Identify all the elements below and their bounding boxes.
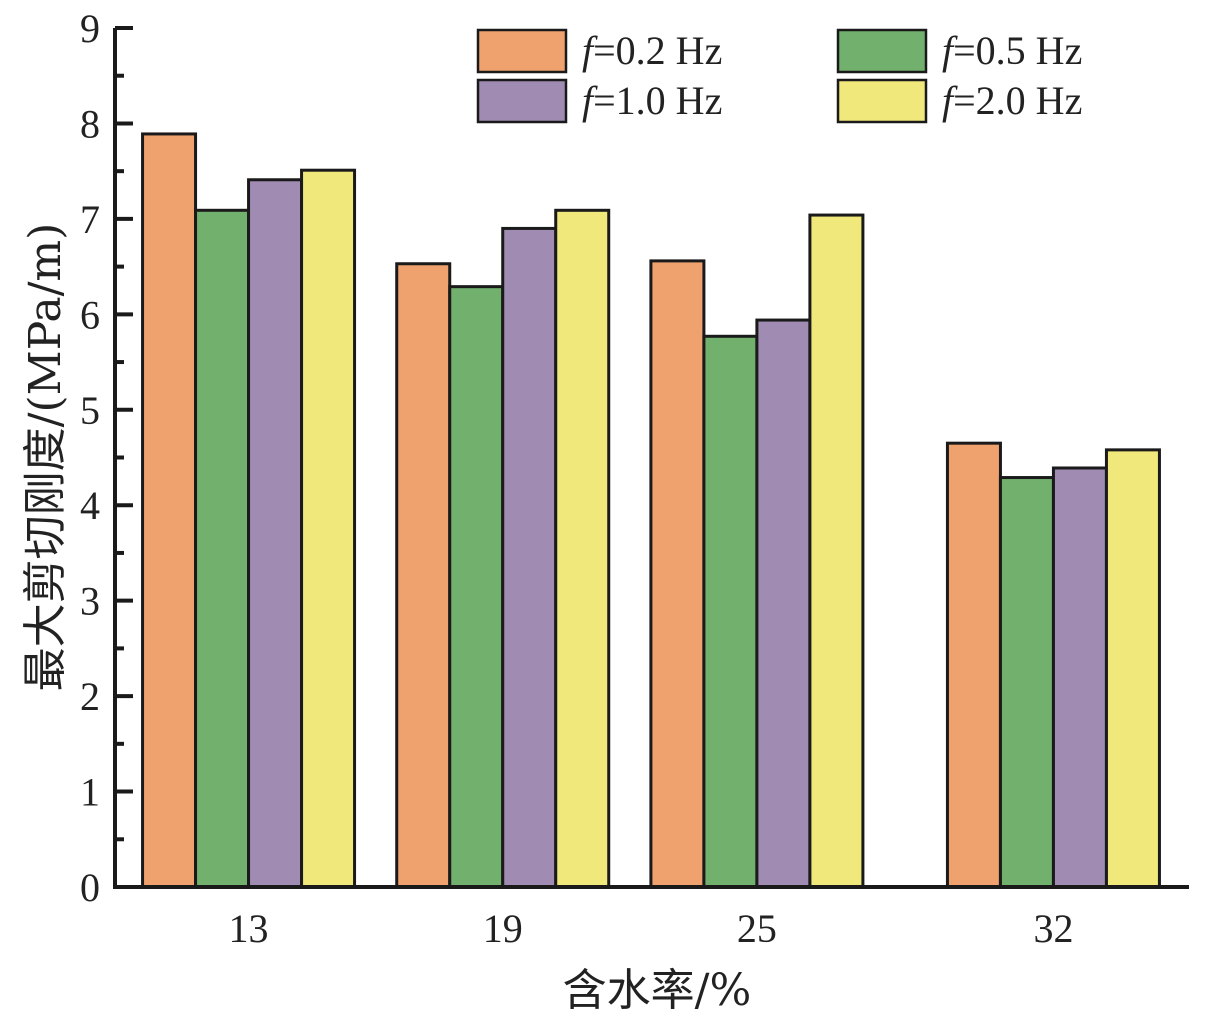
bar-13-series-4 [300,168,357,889]
bar-19-series-3 [501,226,558,889]
bar-13-series-3 [247,178,304,889]
y-tick-label: 1 [80,770,100,815]
x-tick-label: 13 [229,906,269,951]
bar-32-series-4 [1104,448,1161,889]
legend: f=0.2 Hz f=0.5 Hz f=1.0 Hz f=2.0 Hz [476,28,1082,124]
bar-32-series-1 [945,441,1002,889]
legend-swatch [836,28,928,74]
legend-item: f=1.0 Hz [476,78,722,124]
bar-19-series-2 [448,285,505,889]
y-tick-label: 6 [80,292,100,337]
legend-item: f=2.0 Hz [836,78,1082,124]
bar-19-series-1 [395,262,452,889]
bar-13-series-2 [194,208,251,889]
y-tick-label: 9 [80,6,100,51]
bar-32-series-3 [1051,466,1108,889]
y-tick-label: 2 [80,674,100,719]
legend-label: f=2.0 Hz [942,78,1082,123]
bar-25-series-3 [755,318,812,889]
bar-25-series-4 [808,213,865,889]
bar-25-series-1 [649,259,706,889]
x-axis-title: 含水率/% [563,965,752,1016]
y-tick-label: 8 [80,101,100,146]
y-tick-label: 4 [80,483,100,528]
y-tick-label: 3 [80,579,100,624]
legend-item: f=0.5 Hz [836,28,1082,74]
legend-swatch [476,78,568,124]
y-axis-title: 最大剪切刚度/(MPa/m) [20,223,71,692]
bars-layer [141,132,1161,889]
x-ticks-layer: 13 19 25 32 [229,906,1074,951]
y-tick-label: 0 [80,865,100,910]
bar-19-series-4 [554,208,611,889]
bar-25-series-2 [702,334,759,889]
legend-label: f=0.2 Hz [582,28,722,73]
legend-swatch [836,78,928,124]
x-tick-label: 19 [483,906,523,951]
y-tick-label: 7 [80,197,100,242]
legend-label: f=1.0 Hz [582,78,722,123]
bar-13-series-1 [141,132,198,889]
x-tick-label: 25 [737,906,777,951]
y-tick-label: 5 [80,388,100,433]
y-ticks-layer: 0 1 2 3 4 5 6 7 8 9 [80,6,133,910]
legend-item: f=0.2 Hz [476,28,722,74]
bar-32-series-2 [998,476,1055,889]
legend-label: f=0.5 Hz [942,28,1082,73]
x-tick-label: 32 [1033,906,1073,951]
legend-swatch [476,28,568,74]
